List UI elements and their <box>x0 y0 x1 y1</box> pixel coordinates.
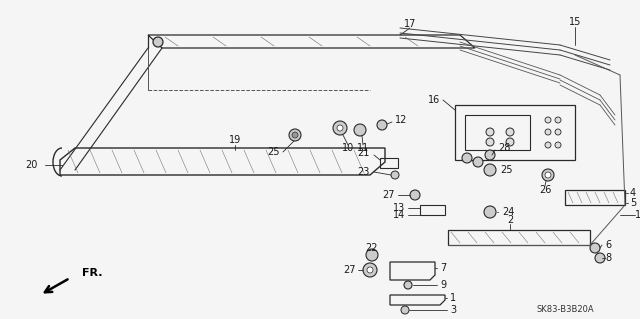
Circle shape <box>555 117 561 123</box>
Text: 12: 12 <box>395 115 408 125</box>
Text: 22: 22 <box>365 243 378 253</box>
Text: 11: 11 <box>357 143 369 153</box>
Circle shape <box>545 117 551 123</box>
Text: 27: 27 <box>383 190 395 200</box>
Circle shape <box>555 142 561 148</box>
Circle shape <box>462 153 472 163</box>
Circle shape <box>292 132 298 138</box>
Circle shape <box>590 243 600 253</box>
Text: 5: 5 <box>630 198 636 208</box>
Circle shape <box>485 150 495 160</box>
Circle shape <box>153 37 163 47</box>
Text: 7: 7 <box>440 263 446 273</box>
Text: 23: 23 <box>358 167 370 177</box>
Text: 3: 3 <box>450 305 456 315</box>
Text: 6: 6 <box>605 240 611 250</box>
Circle shape <box>484 206 496 218</box>
Text: 15: 15 <box>569 17 581 27</box>
Circle shape <box>337 125 343 131</box>
Text: 21: 21 <box>358 148 370 158</box>
Circle shape <box>484 164 496 176</box>
Text: 4: 4 <box>630 188 636 198</box>
Circle shape <box>401 306 409 314</box>
Circle shape <box>391 171 399 179</box>
Text: 18: 18 <box>635 210 640 220</box>
Text: 25: 25 <box>500 165 513 175</box>
Circle shape <box>410 190 420 200</box>
Text: 9: 9 <box>440 280 446 290</box>
Text: 13: 13 <box>393 203 405 213</box>
Text: 26: 26 <box>539 185 551 195</box>
Text: 2: 2 <box>507 215 513 225</box>
Circle shape <box>363 263 377 277</box>
Circle shape <box>404 281 412 289</box>
Text: 10: 10 <box>342 143 354 153</box>
Text: 28: 28 <box>498 143 510 153</box>
Circle shape <box>545 129 551 135</box>
Text: 8: 8 <box>605 253 611 263</box>
Text: 20: 20 <box>26 160 38 170</box>
Text: 17: 17 <box>404 19 416 29</box>
Circle shape <box>555 129 561 135</box>
Text: 14: 14 <box>393 210 405 220</box>
Text: 24: 24 <box>502 207 515 217</box>
Text: 1: 1 <box>450 293 456 303</box>
Circle shape <box>366 249 378 261</box>
Circle shape <box>377 120 387 130</box>
Circle shape <box>473 157 483 167</box>
Circle shape <box>486 138 494 146</box>
Circle shape <box>545 172 551 178</box>
Circle shape <box>486 128 494 136</box>
Circle shape <box>545 142 551 148</box>
Circle shape <box>506 128 514 136</box>
Text: FR.: FR. <box>82 268 102 278</box>
Circle shape <box>333 121 347 135</box>
Text: 27: 27 <box>344 265 356 275</box>
Circle shape <box>289 129 301 141</box>
Circle shape <box>595 253 605 263</box>
Text: 19: 19 <box>229 135 241 145</box>
Text: 25: 25 <box>268 147 280 157</box>
Circle shape <box>367 267 373 273</box>
Text: 16: 16 <box>428 95 440 105</box>
Circle shape <box>354 124 366 136</box>
Circle shape <box>542 169 554 181</box>
Text: SK83-B3B20A: SK83-B3B20A <box>536 306 594 315</box>
Circle shape <box>506 138 514 146</box>
